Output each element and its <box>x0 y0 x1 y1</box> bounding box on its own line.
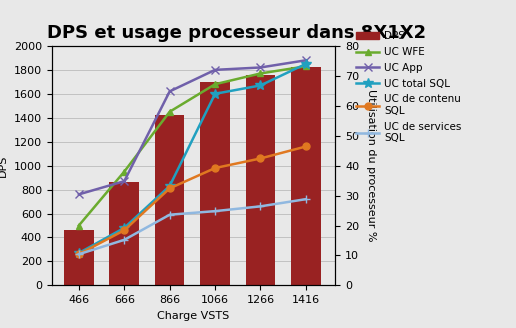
UC de contenu
SQL <box>257 156 264 160</box>
Legend: DPS, UC WFE, UC App, UC total SQL, UC de contenu
SQL, UC de services
SQL: DPS, UC WFE, UC App, UC total SQL, UC de… <box>356 31 462 143</box>
UC WFE <box>257 72 264 75</box>
Line: UC de services
SQL: UC de services SQL <box>75 195 310 258</box>
UC de contenu
SQL <box>212 166 218 170</box>
UC de contenu
SQL <box>167 186 173 190</box>
UC App <box>76 193 82 196</box>
UC de services
SQL <box>76 252 82 256</box>
UC WFE <box>167 110 173 114</box>
UC de contenu
SQL <box>121 228 127 232</box>
UC WFE <box>121 170 127 174</box>
UC App <box>121 179 127 183</box>
UC WFE <box>212 82 218 86</box>
Line: UC total SQL: UC total SQL <box>74 59 311 258</box>
UC total SQL <box>257 83 264 87</box>
UC total SQL <box>212 92 218 96</box>
UC de services
SQL <box>303 197 309 201</box>
Bar <box>246 75 275 285</box>
UC total SQL <box>121 226 127 230</box>
Line: UC App: UC App <box>75 56 310 198</box>
UC de contenu
SQL <box>76 252 82 256</box>
UC de services
SQL <box>212 209 218 213</box>
Y-axis label: Utilisation du processeur %: Utilisation du processeur % <box>366 90 376 242</box>
Title: DPS et usage processeur dans 8X1X2: DPS et usage processeur dans 8X1X2 <box>46 24 426 42</box>
UC WFE <box>76 224 82 228</box>
UC App <box>167 90 173 93</box>
Y-axis label: DPS: DPS <box>0 154 8 177</box>
UC total SQL <box>167 184 173 188</box>
Line: UC WFE: UC WFE <box>75 63 310 229</box>
Line: UC de contenu
SQL: UC de contenu SQL <box>75 143 310 258</box>
UC total SQL <box>76 251 82 255</box>
UC WFE <box>303 64 309 68</box>
UC de services
SQL <box>257 204 264 208</box>
Bar <box>109 182 139 285</box>
UC de services
SQL <box>121 238 127 242</box>
UC de services
SQL <box>167 213 173 217</box>
Bar <box>291 68 320 285</box>
Bar <box>64 230 93 285</box>
UC App <box>303 58 309 62</box>
X-axis label: Charge VSTS: Charge VSTS <box>157 311 230 321</box>
UC App <box>212 68 218 72</box>
UC de contenu
SQL <box>303 145 309 149</box>
Bar <box>200 82 230 285</box>
UC App <box>257 66 264 70</box>
Bar <box>155 115 184 285</box>
UC total SQL <box>303 62 309 66</box>
